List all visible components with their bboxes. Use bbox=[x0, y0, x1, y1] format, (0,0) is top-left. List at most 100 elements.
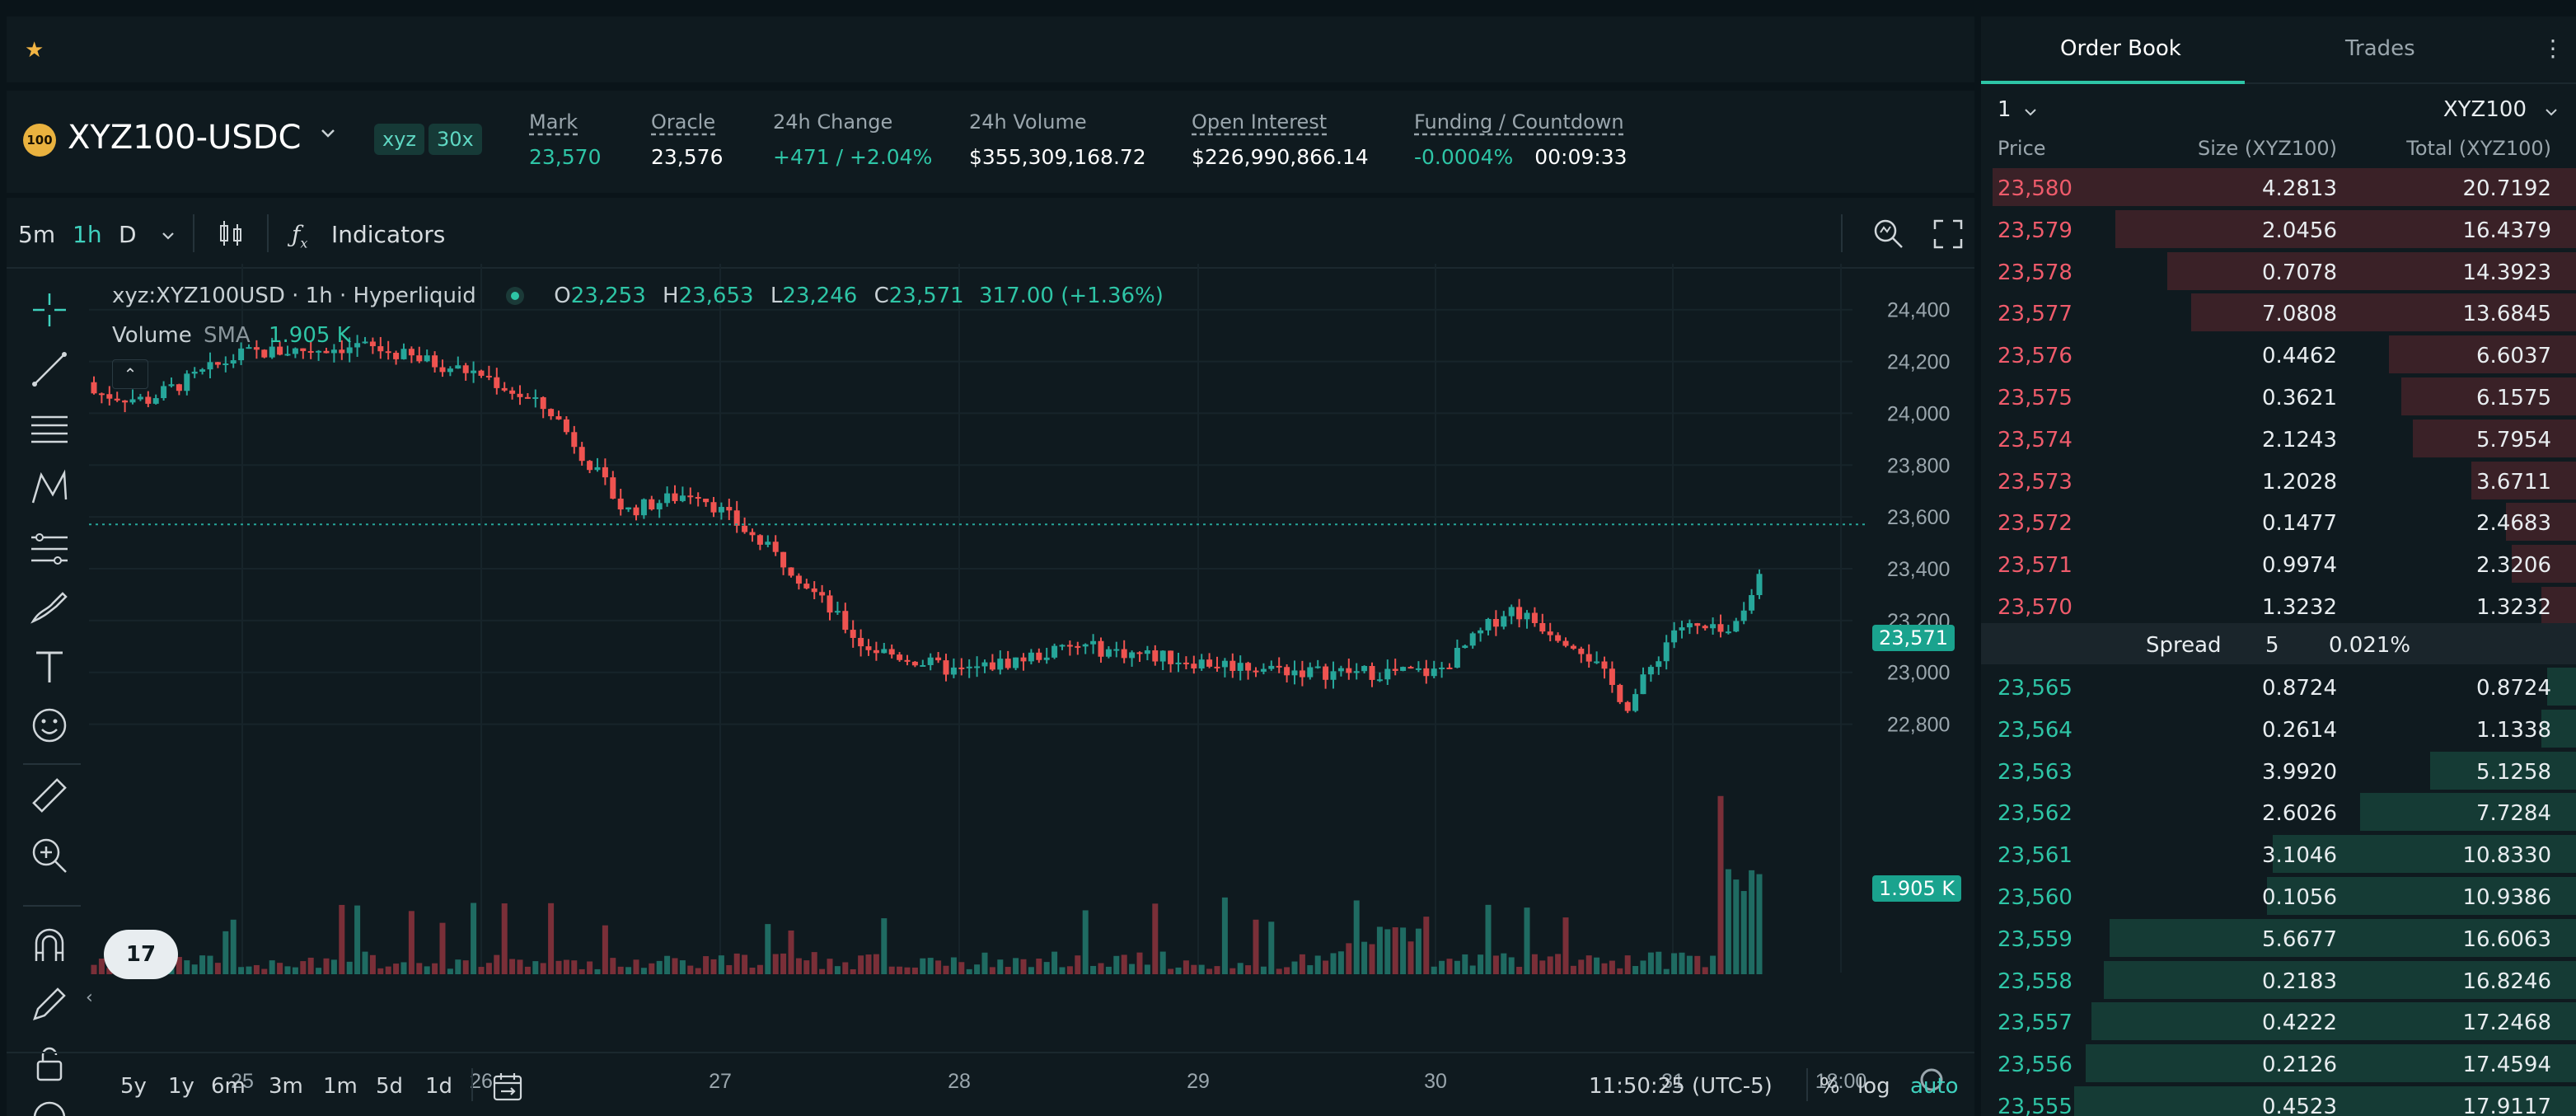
bid-depth-bar bbox=[2266, 877, 2576, 915]
projection-icon[interactable] bbox=[28, 526, 77, 569]
chevron-down-icon[interactable] bbox=[160, 227, 176, 244]
bid-row[interactable]: 23,564 0.2614 1.1338 bbox=[1981, 708, 2576, 749]
bid-row[interactable]: 23,559 5.6677 16.6063 bbox=[1981, 917, 2576, 959]
auto-toggle[interactable]: auto bbox=[1910, 1074, 1959, 1099]
range-6m[interactable]: 6m bbox=[211, 1074, 246, 1099]
bid-row[interactable]: 23,565 0.8724 0.8724 bbox=[1981, 666, 2576, 707]
volume-bar bbox=[1075, 955, 1081, 974]
calendar-icon[interactable] bbox=[491, 1070, 524, 1103]
candle-body bbox=[1570, 645, 1576, 649]
fx-icon[interactable]: ƒx bbox=[292, 221, 308, 251]
percent-toggle[interactable]: % bbox=[1820, 1074, 1840, 1099]
ask-price: 23,573 bbox=[1998, 469, 2073, 495]
interval-d[interactable]: D bbox=[119, 221, 137, 248]
volume-bar bbox=[199, 955, 206, 974]
stat-open-interest: Open Interest $226,990,866.14 bbox=[1192, 110, 1369, 169]
indicators-button[interactable]: Indicators bbox=[331, 221, 446, 248]
bid-row[interactable]: 23,555 0.4523 17.9117 bbox=[1981, 1085, 2576, 1116]
ask-row[interactable]: 23,577 7.0808 13.6845 bbox=[1981, 292, 2576, 333]
interval-5m[interactable]: 5m bbox=[18, 221, 56, 248]
candle-body bbox=[284, 354, 291, 356]
ask-row[interactable]: 23,573 1.2028 3.6711 bbox=[1981, 460, 2576, 501]
range-1d[interactable]: 1d bbox=[425, 1074, 453, 1099]
low-value: 23,246 bbox=[782, 284, 858, 308]
interval-1h[interactable]: 1h bbox=[73, 221, 102, 248]
volume-bar bbox=[377, 968, 384, 974]
candle-body bbox=[703, 498, 710, 503]
log-toggle[interactable]: log bbox=[1857, 1074, 1890, 1099]
bid-row[interactable]: 23,556 0.2126 17.4594 bbox=[1981, 1043, 2576, 1084]
unit-select[interactable]: XYZ100 bbox=[2443, 97, 2527, 122]
range-5d[interactable]: 5d bbox=[376, 1074, 404, 1099]
eye-icon[interactable] bbox=[28, 1096, 77, 1116]
candle-body bbox=[974, 666, 981, 668]
chevron-down-icon[interactable] bbox=[2022, 104, 2039, 120]
candle-body bbox=[339, 349, 345, 354]
zoom-search-icon[interactable] bbox=[1871, 216, 1907, 252]
bid-row[interactable]: 23,560 0.1056 10.9386 bbox=[1981, 875, 2576, 917]
ask-row[interactable]: 23,578 0.7078 14.3923 bbox=[1981, 251, 2576, 292]
divider bbox=[471, 1068, 473, 1101]
ask-row[interactable]: 23,580 4.2813 20.7192 bbox=[1981, 166, 2576, 208]
bid-row[interactable]: 23,563 3.9920 5.1258 bbox=[1981, 750, 2576, 791]
volume-bar bbox=[950, 957, 957, 974]
bid-row[interactable]: 23,562 2.6026 7.7284 bbox=[1981, 791, 2576, 832]
volume-bar bbox=[1066, 966, 1073, 974]
emoji-icon[interactable] bbox=[28, 704, 77, 747]
volume-bar bbox=[640, 968, 647, 974]
range-3m[interactable]: 3m bbox=[269, 1074, 303, 1099]
ask-row[interactable]: 23,574 2.1243 5.7954 bbox=[1981, 418, 2576, 459]
ask-total: 13.6845 bbox=[2462, 302, 2551, 327]
volume-bar bbox=[485, 963, 492, 974]
bid-row[interactable]: 23,558 0.2183 16.8246 bbox=[1981, 959, 2576, 1001]
tradingview-logo[interactable]: 17 bbox=[104, 930, 178, 979]
ask-size: 2.1243 bbox=[2262, 427, 2337, 452]
candle-body bbox=[1276, 665, 1282, 668]
volume-bar bbox=[981, 952, 988, 974]
collapse-legend-button[interactable]: ⌃ bbox=[112, 359, 148, 389]
lock-icon[interactable] bbox=[28, 1042, 77, 1085]
settings-icon[interactable] bbox=[1920, 1068, 1943, 1091]
range-1m[interactable]: 1m bbox=[323, 1074, 358, 1099]
tab-order-book[interactable]: Order Book bbox=[2060, 36, 2181, 61]
collapse-arrow-icon[interactable]: ‹ bbox=[86, 987, 93, 1008]
divider bbox=[267, 214, 269, 252]
chevron-down-icon[interactable] bbox=[320, 125, 336, 142]
horizontal-lines-icon[interactable] bbox=[28, 407, 77, 450]
pencil-lock-icon[interactable] bbox=[28, 982, 77, 1025]
pattern-icon[interactable] bbox=[28, 467, 77, 509]
bid-depth-bar bbox=[2086, 1044, 2576, 1083]
ask-row[interactable]: 23,571 0.9974 2.3206 bbox=[1981, 543, 2576, 584]
x-tick-label: 27 bbox=[709, 1070, 732, 1093]
bid-row[interactable]: 23,561 3.1046 10.8330 bbox=[1981, 833, 2576, 875]
crosshair-icon[interactable] bbox=[28, 288, 77, 331]
magnet-icon[interactable] bbox=[28, 923, 77, 966]
chevron-down-icon[interactable] bbox=[2543, 104, 2560, 120]
ask-row[interactable]: 23,579 2.0456 16.4379 bbox=[1981, 209, 2576, 250]
volume-bar bbox=[98, 959, 105, 974]
bid-row[interactable]: 23,557 0.4222 17.2468 bbox=[1981, 1001, 2576, 1042]
brush-icon[interactable] bbox=[28, 585, 77, 628]
ask-row[interactable]: 23,576 0.4462 6.6037 bbox=[1981, 334, 2576, 375]
star-icon[interactable]: ★ bbox=[25, 38, 44, 63]
fullscreen-icon[interactable] bbox=[1932, 218, 1965, 251]
tab-trades[interactable]: Trades bbox=[2345, 36, 2415, 61]
candle-body bbox=[1098, 640, 1104, 657]
ruler-icon[interactable] bbox=[28, 775, 77, 818]
candles-icon[interactable] bbox=[214, 218, 247, 251]
high-value: 23,653 bbox=[678, 284, 754, 308]
ask-row[interactable]: 23,572 0.1477 2.4683 bbox=[1981, 501, 2576, 542]
price-chart[interactable]: 24,400 24,200 24,000 23,800 23,600 23,400 23,2… bbox=[89, 264, 1974, 1113]
ask-row[interactable]: 23,575 0.3621 6.1575 bbox=[1981, 376, 2576, 417]
pair-selector[interactable]: XYZ100-USDC bbox=[68, 119, 302, 157]
tick-size-select[interactable]: 1 bbox=[1998, 97, 2012, 122]
trend-line-icon[interactable] bbox=[28, 348, 77, 391]
text-icon[interactable] bbox=[28, 645, 77, 687]
range-5y[interactable]: 5y bbox=[120, 1074, 147, 1099]
volume-bar bbox=[1291, 961, 1298, 974]
more-icon[interactable]: ⋮ bbox=[2541, 35, 2564, 62]
candle-body bbox=[563, 419, 569, 433]
zoom-in-icon[interactable] bbox=[28, 834, 77, 877]
ask-row[interactable]: 23,570 1.3232 1.3232 bbox=[1981, 585, 2576, 626]
range-1y[interactable]: 1y bbox=[168, 1074, 194, 1099]
